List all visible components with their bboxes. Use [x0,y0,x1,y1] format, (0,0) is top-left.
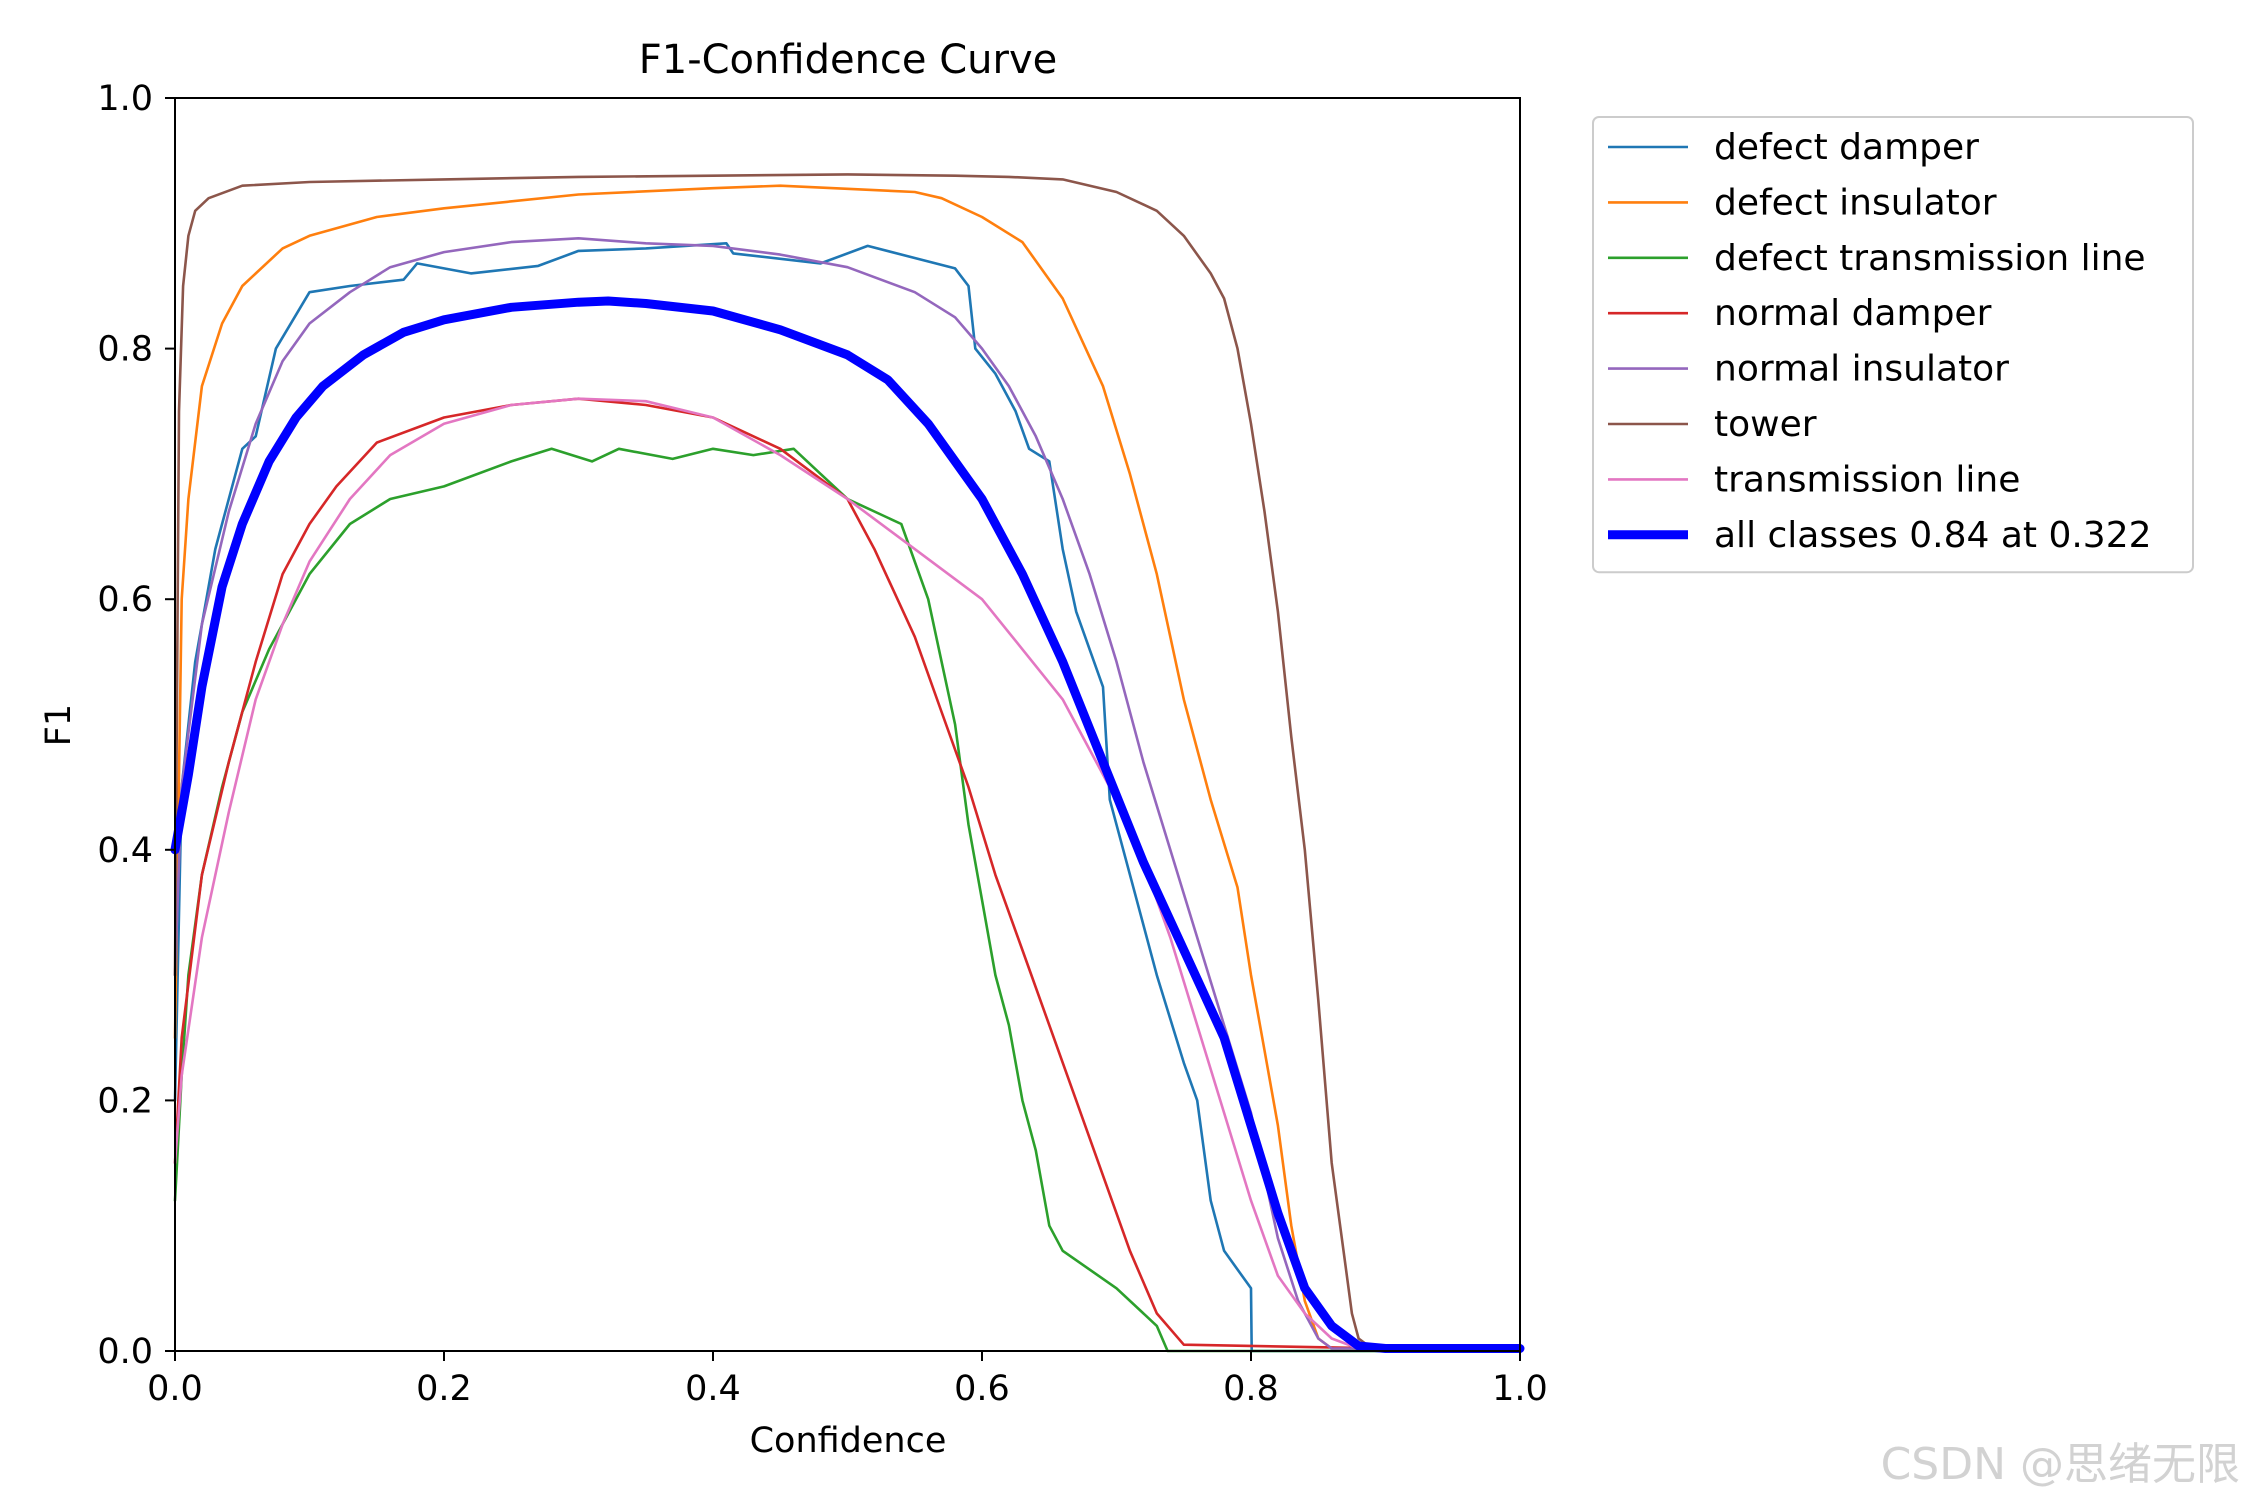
x-tick-label: 0.6 [954,1369,1010,1409]
legend-box [1592,116,2194,574]
series-line-1 [173,184,1522,1350]
series-line-2 [173,447,1522,1353]
legend-label: tower [1714,404,1817,445]
legend-label: normal insulator [1714,349,2009,390]
series-line-3 [173,397,1522,1353]
y-axis-ticks: 0.0 0.2 0.4 0.6 0.8 1.0 [97,79,175,1372]
series-line-6 [173,397,1522,1350]
series-line-0 [173,242,1522,1353]
legend-label: defect transmission line [1714,238,2146,279]
legend-label: defect damper [1714,127,1979,168]
y-tick-label: 0.6 [97,580,153,620]
series-line-4 [173,237,1522,1350]
y-tick-label: 0.4 [97,831,153,871]
legend: defect damper defect insulator defect tran… [1592,116,2194,574]
x-axis-label: Confidence [750,1421,947,1461]
x-tick-label: 0.4 [685,1369,741,1409]
x-tick-label: 0.2 [416,1369,472,1409]
plot-lines [170,173,1525,1353]
plot-frame [174,97,1521,1352]
x-tick-label: 0.0 [147,1369,203,1409]
watermark: CSDN @思绪无限 [1880,1439,2240,1490]
y-tick-label: 1.0 [97,79,153,119]
legend-label: defect insulator [1714,182,1997,223]
x-axis-ticks: 0.0 0.2 0.4 0.6 0.8 1.0 [147,1351,1548,1409]
series-line-5 [173,173,1522,1350]
y-tick-label: 0.2 [97,1081,153,1121]
legend-label: normal damper [1714,293,1992,334]
series-line-7 [170,296,1525,1353]
x-tick-label: 1.0 [1492,1369,1548,1409]
legend-label: all classes 0.84 at 0.322 [1714,515,2152,556]
y-axis-label: F1 [39,704,79,746]
chart-title: F1-Confidence Curve [639,37,1058,83]
x-tick-label: 0.8 [1223,1369,1279,1409]
y-tick-label: 0.8 [97,330,153,370]
y-tick-label: 0.0 [97,1332,153,1372]
legend-label: transmission line [1714,459,2020,500]
